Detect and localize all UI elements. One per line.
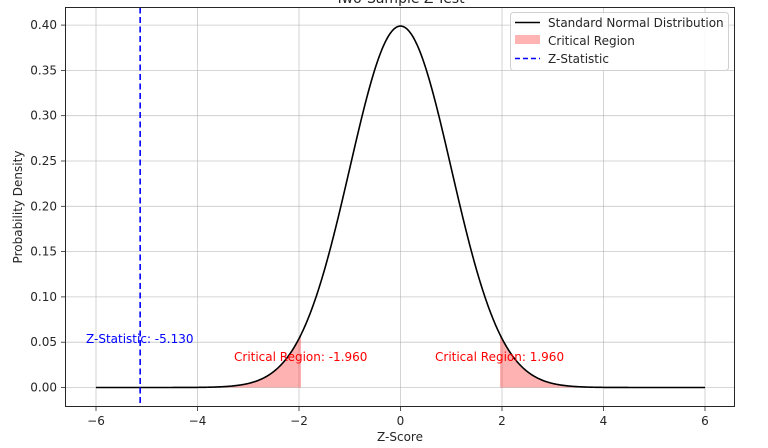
y-tick-label: 0.25 [30,154,57,168]
critical-region-right-annotation: Critical Region: 1.960 [435,350,564,364]
chart-title: Two-Sample Z-Test [334,0,465,7]
y-tick-label: 0.40 [30,18,57,32]
legend: Standard Normal Distribution Critical Re… [510,12,729,71]
legend-box [510,12,729,71]
x-tick-label: −6 [87,414,105,428]
x-tick-label: −4 [189,414,207,428]
z-statistic-annotation: Z-Statistic: -5.130 [86,332,193,346]
y-tick-label: 0.15 [30,245,57,259]
plot-area [65,7,735,407]
x-tick-label: 0 [397,414,405,428]
x-tick-label: −2 [290,414,308,428]
plot-frame [65,7,735,407]
y-tick-label: 0.30 [30,109,57,123]
normal-curve [96,25,705,389]
x-axis-ticks: −6 −4 −2 0 2 4 6 [87,406,709,428]
x-tick-label: 6 [701,414,709,428]
y-tick-label: 0.10 [30,290,57,304]
y-tick-label: 0.00 [30,381,57,395]
legend-patch-swatch-icon [515,35,540,44]
y-axis-label: Probability Density [11,151,25,264]
legend-item-critical-region: Critical Region [548,34,635,48]
x-tick-label: 2 [498,414,506,428]
legend-item-z-statistic: Z-Statistic [548,52,609,66]
x-axis-label: Z-Score [377,430,423,444]
y-tick-label: 0.35 [30,63,57,77]
y-tick-label: 0.05 [30,335,57,349]
critical-region-left-annotation: Critical Region: -1.960 [234,350,367,364]
critical-region-fill [96,334,705,388]
y-axis-ticks: 0.00 0.05 0.10 0.15 0.20 0.25 0.30 0.35 0.40 [30,18,66,395]
x-tick-label: 4 [600,414,608,428]
legend-item-normal: Standard Normal Distribution [548,16,724,30]
y-tick-label: 0.20 [30,199,57,213]
